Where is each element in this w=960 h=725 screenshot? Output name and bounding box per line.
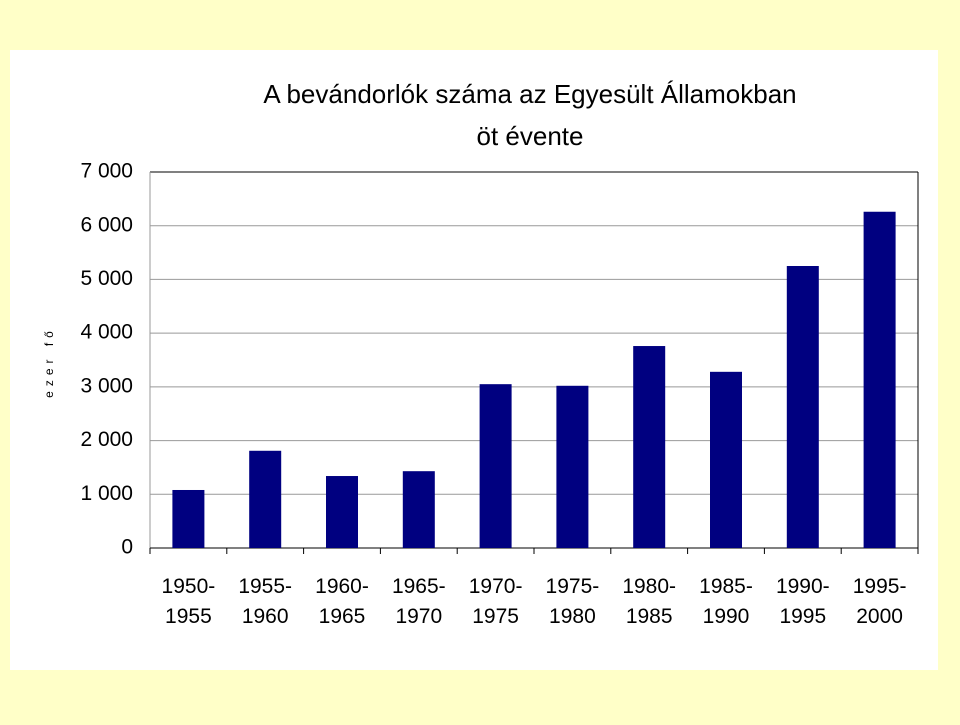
bar <box>710 371 742 548</box>
bar <box>556 385 589 548</box>
bar <box>172 489 205 548</box>
x-tick-label: 1990- 1995 <box>775 575 830 628</box>
y-tick-label: 7 000 <box>80 160 133 183</box>
y-tick-label: 3 000 <box>80 374 133 397</box>
y-axis-label: ezer fő <box>42 326 56 398</box>
y-tick-label: 6 000 <box>80 213 133 236</box>
x-tick-label: 1965- 1970 <box>391 575 446 628</box>
chart-panel <box>10 50 938 670</box>
bar <box>402 471 435 548</box>
bar <box>326 476 358 548</box>
x-tick-label: 1955- 1960 <box>238 575 293 628</box>
x-tick-label: 1985- 1990 <box>699 575 753 628</box>
x-tick-label: 1975- 1980 <box>545 575 600 628</box>
y-tick-label: 1 000 <box>80 482 133 505</box>
x-tick-label: 1950- 1955 <box>161 575 216 628</box>
chart-subtitle: öt évente <box>477 121 584 151</box>
bar <box>863 211 896 548</box>
bar <box>479 384 512 548</box>
x-tick-label: 1970- 1975 <box>468 575 523 628</box>
x-tick-label: 1980- 1985 <box>622 575 677 628</box>
y-tick-label: 4 000 <box>80 321 133 344</box>
y-tick-label: 5 000 <box>80 267 133 290</box>
x-tick-label: 1960- 1965 <box>315 575 369 628</box>
y-tick-label: 2 000 <box>80 428 133 451</box>
bar <box>249 450 282 548</box>
y-tick-label: 0 <box>121 536 133 559</box>
bar <box>786 266 819 548</box>
chart-title: A bevándorlók száma az Egyesült Államokb… <box>263 79 796 109</box>
bar <box>633 346 666 548</box>
x-tick-label: 1995- 2000 <box>852 575 907 628</box>
